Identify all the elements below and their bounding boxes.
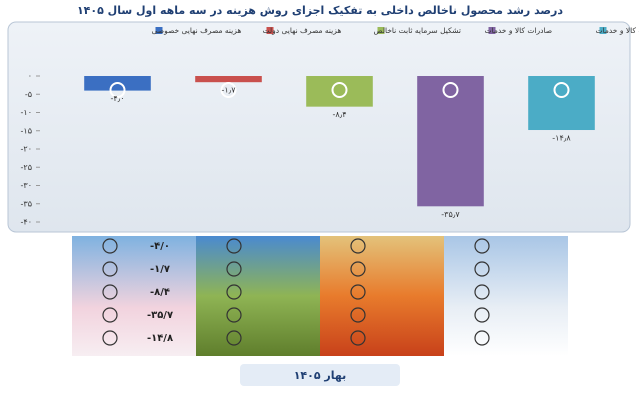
inset-icon [350, 261, 366, 277]
value-label: -۴٫۰ [110, 94, 124, 103]
legend-swatch [377, 27, 385, 34]
inset-icon [102, 238, 118, 254]
y-tick-label: -۲۵ [21, 163, 32, 172]
bar [195, 76, 262, 83]
bar [306, 76, 373, 107]
legend-label: واردات کالا و خدمات [596, 26, 639, 35]
inset-icon [102, 261, 118, 277]
inset-icon [226, 238, 242, 254]
chart-title: درصد رشد محصول ناخالص داخلی به تفکیک اجز… [77, 4, 563, 17]
inset-icon [226, 330, 242, 346]
bar [417, 76, 484, 207]
bar [528, 76, 595, 131]
inset-icon [226, 307, 242, 323]
inset-icon [102, 307, 118, 323]
legend-label: تشکیل سرمایه ثابت ناخالص [374, 26, 461, 35]
legend-swatch [599, 27, 607, 34]
inset-label: -۸/۴ [150, 287, 170, 298]
inset-icon [474, 261, 490, 277]
inset-icon [226, 261, 242, 277]
y-tick-label: -۱۵ [21, 126, 32, 135]
bar-icon [442, 82, 459, 98]
y-tick-label: -۲۰ [21, 145, 32, 154]
bar-icon [553, 82, 570, 98]
y-tick-label: -۴۰ [21, 218, 32, 227]
inset-label: -۳۵/۷ [147, 310, 173, 321]
inset-panel [72, 236, 568, 386]
value-label: -۳۵٫۷ [441, 210, 460, 219]
inset-icon [350, 307, 366, 323]
inset-label: -۱۴/۸ [147, 333, 173, 344]
inset-icon [226, 284, 242, 300]
inset-caption: بهار ۱۴۰۵ [294, 369, 347, 382]
legend-label: هزینه مصرف نهایی دولت [263, 26, 342, 35]
value-label: -۸٫۴ [332, 110, 346, 119]
value-label: -۱٫۷ [221, 86, 236, 95]
bar-icon [109, 82, 126, 98]
inset-icon [474, 307, 490, 323]
legend-swatch [488, 27, 496, 34]
legend-swatch [266, 27, 274, 34]
inset-icon [474, 284, 490, 300]
y-tick-label: -۱۰ [21, 108, 32, 117]
y-tick-label: -۳۰ [21, 181, 32, 190]
y-tick-label: -۳۵ [21, 199, 32, 208]
inset-icon [474, 330, 490, 346]
legend-label: هزینه مصرف نهایی خصوصی [152, 26, 242, 35]
inset-icon [474, 238, 490, 254]
legend-label: صادرات کالا و خدمات [485, 26, 553, 35]
inset-icon [102, 284, 118, 300]
inset-label: -۴/۰ [150, 241, 170, 252]
bar-icon [331, 82, 348, 98]
bar-icon [220, 82, 237, 98]
inset-icon [350, 238, 366, 254]
value-label: -۱۴٫۸ [552, 134, 571, 143]
inset-icon [102, 330, 118, 346]
legend-swatch [155, 27, 163, 34]
inset-label: -۱/۷ [150, 264, 170, 275]
inset-icon [350, 330, 366, 346]
inset-icon [350, 284, 366, 300]
y-tick-label: -۵ [25, 90, 32, 99]
y-tick-label: ۰ [28, 72, 32, 81]
